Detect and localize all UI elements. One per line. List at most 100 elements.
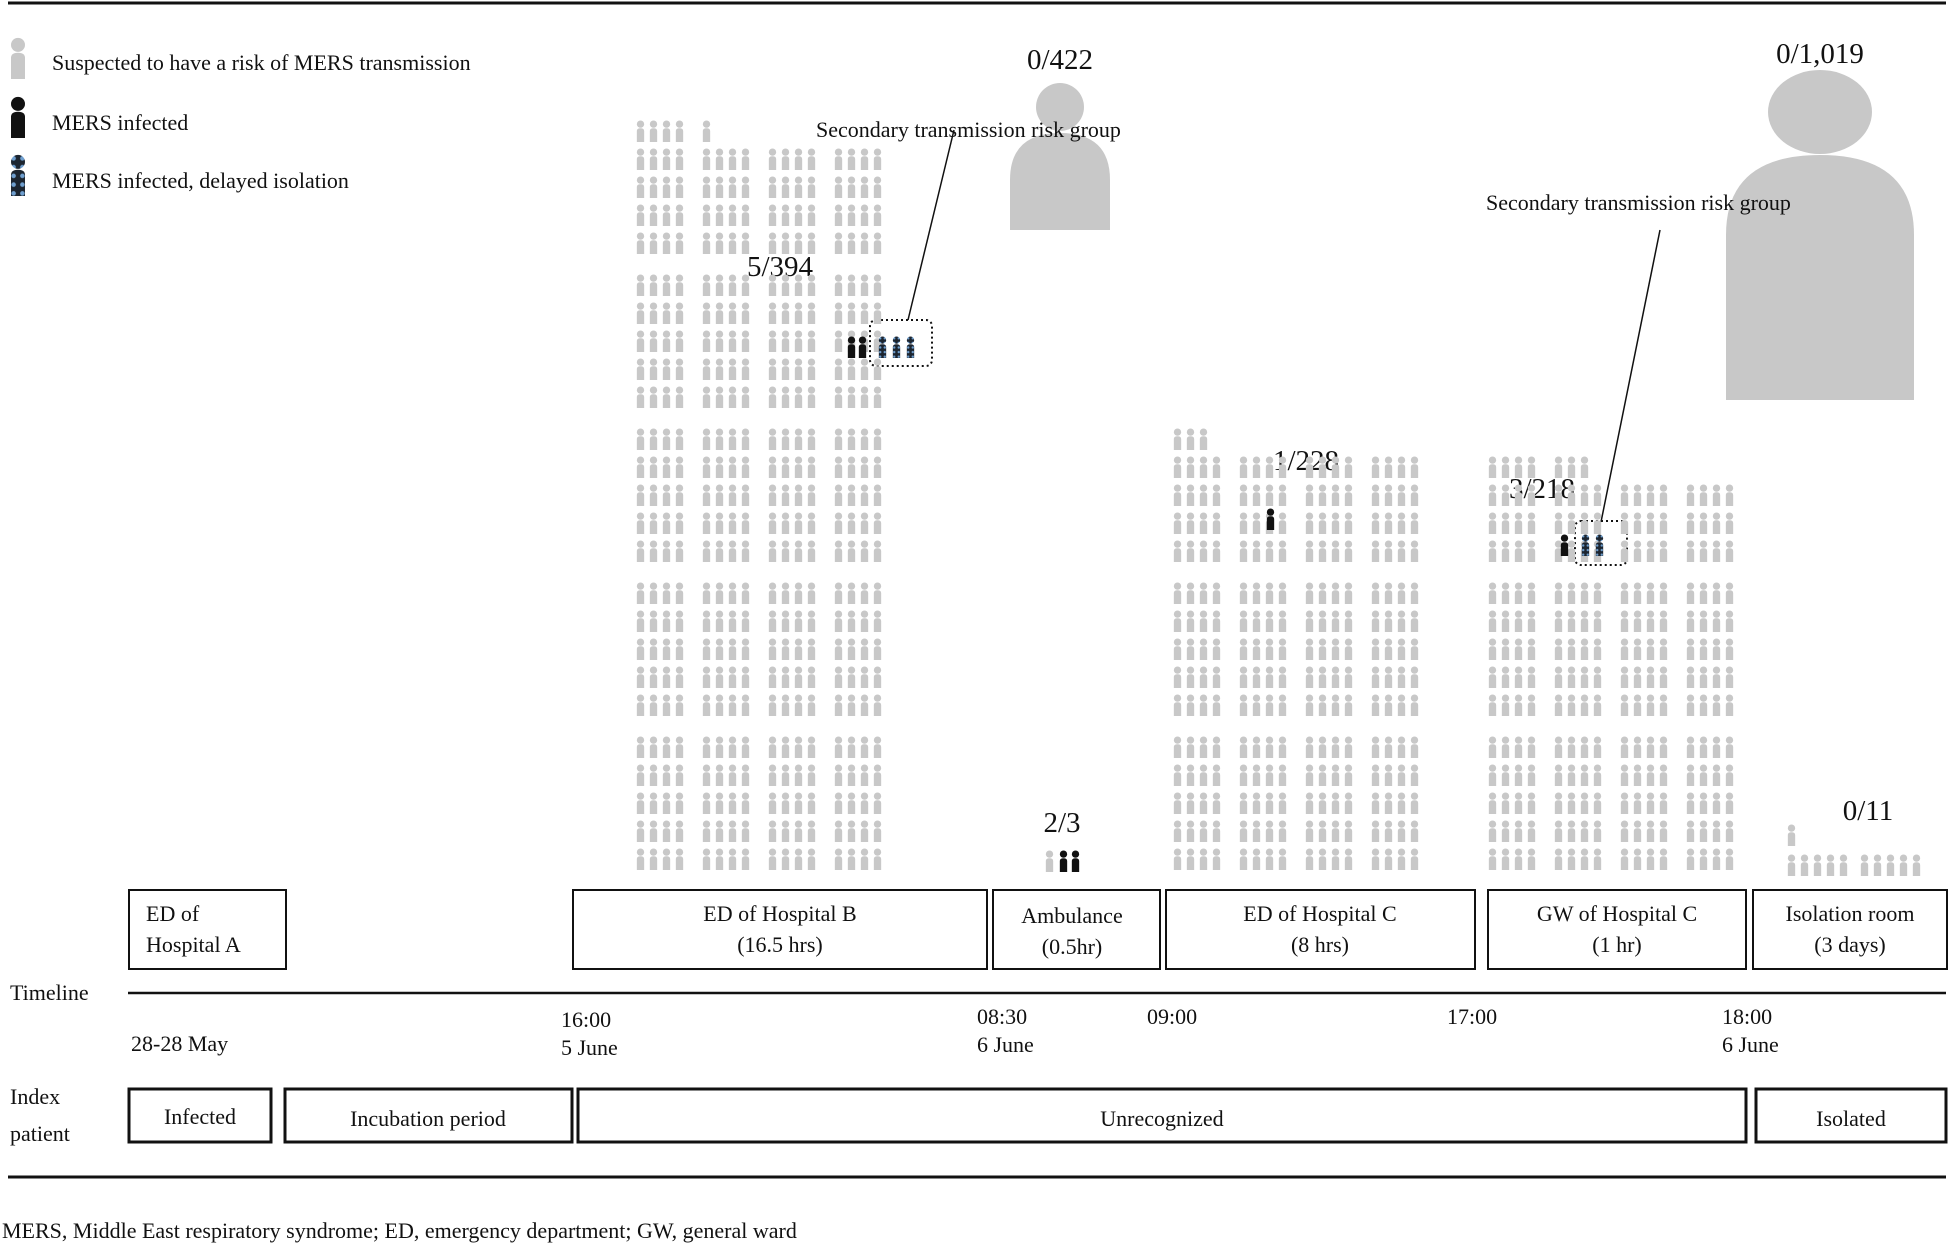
suspected-person-icon: [1712, 736, 1721, 758]
suspected-person-icon: [1527, 638, 1536, 660]
suspected-person-icon: [847, 148, 856, 170]
suspected-person-icon: [1787, 824, 1796, 846]
suspected-person-icon: [1384, 638, 1393, 660]
suspected-person-icon: [728, 232, 737, 254]
suspected-person-icon: [728, 386, 737, 408]
suspected-person-icon: [1384, 792, 1393, 814]
suspected-person-icon: [1410, 456, 1419, 478]
suspected-person-icon: [649, 232, 658, 254]
suspected-person-icon: [834, 204, 843, 226]
suspected-person-icon: [1410, 792, 1419, 814]
suspected-person-icon: [1186, 764, 1195, 786]
timeline-tick-0900: 09:00: [1147, 1004, 1197, 1029]
suspected-person-icon: [1514, 582, 1523, 604]
suspected-person-icon: [1580, 792, 1589, 814]
suspected-person-icon: [1699, 666, 1708, 688]
suspected-person-icon: [1501, 456, 1510, 478]
suspected-person-icon: [1712, 666, 1721, 688]
suspected-person-icon: [728, 666, 737, 688]
stage-unrecognized: Unrecognized: [576, 1087, 1748, 1144]
suspected-person-icon: [1800, 854, 1809, 876]
suspected-person-icon: [1344, 638, 1353, 660]
suspected-person-icon: [1173, 428, 1182, 450]
suspected-person-icon: [860, 358, 869, 380]
suspected-person-icon: [662, 386, 671, 408]
suspected-person-icon: [1593, 792, 1602, 814]
suspected-person-icon: [728, 764, 737, 786]
suspected-person-icon: [1633, 764, 1642, 786]
count-ambulance: 2/3: [1043, 807, 1080, 839]
suspected-person-icon: [1633, 792, 1642, 814]
suspected-person-icon: [1514, 610, 1523, 632]
suspected-person-icon: [794, 428, 803, 450]
suspected-person-icon: [1186, 638, 1195, 660]
suspected-person-icon: [1580, 582, 1589, 604]
suspected-person-icon: [1593, 610, 1602, 632]
timeline: Timeline 28-28 May 16:00 5 June 08:30 6 …: [10, 980, 1946, 1060]
suspected-person-icon: [741, 232, 750, 254]
suspected-person-icon: [715, 820, 724, 842]
suspected-person-icon: [794, 540, 803, 562]
suspected-person-icon: [1633, 540, 1642, 562]
suspected-person-icon: [1252, 582, 1261, 604]
suspected-person-icon: [662, 274, 671, 296]
suspected-person-icon: [1712, 638, 1721, 660]
suspected-person-icon: [1488, 820, 1497, 842]
location-ed-hospital-c: ED of Hospital C (8 hrs): [1165, 889, 1476, 970]
suspected-person-icon: [1252, 666, 1261, 688]
suspected-person-icon: [781, 484, 790, 506]
suspected-person-icon: [794, 456, 803, 478]
suspected-person-icon: [649, 428, 658, 450]
suspected-person-icon: [1239, 666, 1248, 688]
suspected-person-icon: [1527, 764, 1536, 786]
suspected-person-icon: [728, 638, 737, 660]
suspected-person-icon: [781, 456, 790, 478]
suspected-person-icon: [860, 148, 869, 170]
suspected-person-icon: [1659, 694, 1668, 716]
location-gw-hospital-c-line1: GW of Hospital C: [1537, 901, 1697, 926]
suspected-person-icon: [807, 232, 816, 254]
suspected-person-icon: [1186, 694, 1195, 716]
suspected-person-icon: [702, 540, 711, 562]
suspected-person-icon: [1501, 848, 1510, 870]
suspected-person-icon: [1501, 484, 1510, 506]
timeline-tick-1600: 16:00: [561, 1007, 611, 1032]
suspected-person-icon: [768, 848, 777, 870]
infected-person-icon: [858, 336, 867, 358]
suspected-person-icon: [1488, 666, 1497, 688]
suspected-person-icon: [1239, 610, 1248, 632]
suspected-person-icon: [1371, 736, 1380, 758]
suspected-person-icon: [1318, 694, 1327, 716]
suspected-person-icon: [781, 792, 790, 814]
suspected-person-icon: [662, 820, 671, 842]
suspected-person-icon: [1305, 694, 1314, 716]
suspected-person-icon: [1278, 820, 1287, 842]
suspected-person-icon: [728, 176, 737, 198]
suspected-person-icon: [1580, 820, 1589, 842]
suspected-person-icon: [860, 820, 869, 842]
suspected-person-icon: [649, 358, 658, 380]
secondary-group-1-count: 0/422: [1027, 44, 1093, 76]
suspected-person-icon: [873, 610, 882, 632]
suspected-person-icon: [1514, 512, 1523, 534]
location-ed-hospital-a: ED of Hospital A: [128, 889, 287, 970]
suspected-person-icon: [1488, 736, 1497, 758]
suspected-person-icon: [1659, 820, 1668, 842]
infected-person-icon: [847, 336, 856, 358]
suspected-person-icon: [807, 204, 816, 226]
suspected-person-icon: [768, 176, 777, 198]
suspected-person-icon: [807, 302, 816, 324]
suspected-person-icon: [649, 792, 658, 814]
suspected-person-icon: [1712, 694, 1721, 716]
location-ambulance-line1: Ambulance: [1021, 903, 1122, 928]
suspected-person-icon: [1397, 610, 1406, 632]
suspected-person-icon: [662, 610, 671, 632]
suspected-person-icon: [715, 848, 724, 870]
suspected-person-icon: [1410, 694, 1419, 716]
suspected-person-icon: [860, 302, 869, 324]
suspected-person-icon: [1239, 764, 1248, 786]
suspected-person-icon: [649, 484, 658, 506]
suspected-person-icon: [662, 764, 671, 786]
suspected-person-icon: [702, 610, 711, 632]
suspected-person-icon: [675, 736, 684, 758]
